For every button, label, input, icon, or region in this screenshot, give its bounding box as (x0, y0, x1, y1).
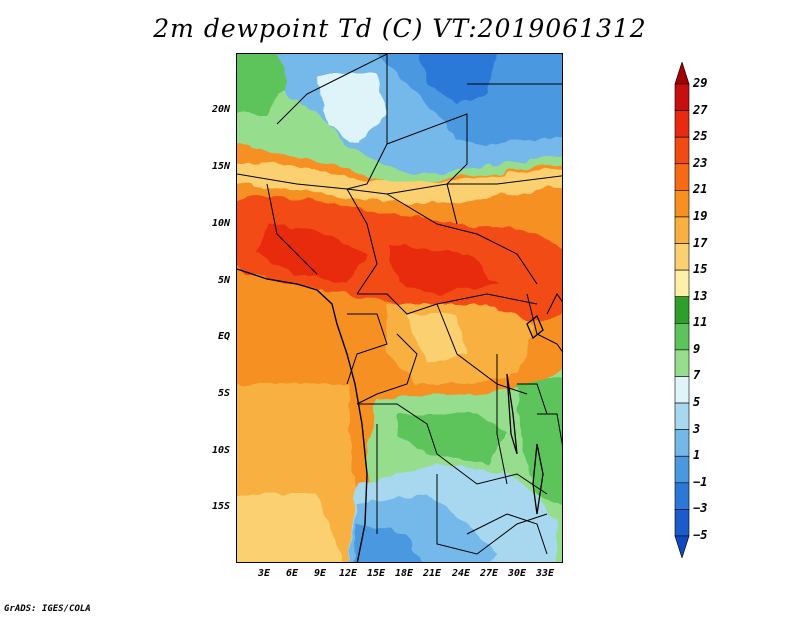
field-sahara-core (419, 54, 495, 104)
lon-label-6e: 6E (285, 568, 299, 579)
lat-label-eq: EQ (217, 331, 230, 342)
field-hot-center (387, 244, 497, 294)
lat-label-10s: 10S (211, 445, 230, 456)
great-lakes (506, 314, 544, 515)
field-west-green (237, 54, 287, 114)
lat-label-5n: 5N (217, 275, 230, 286)
colorbar-level-label: −1 (693, 474, 708, 489)
colorbar (674, 62, 690, 558)
map-title: 2m dewpoint Td (C) VT:2019061312 (153, 14, 647, 43)
field-pale-patch (317, 74, 387, 144)
colorbar-bin (674, 376, 690, 404)
field-hot-west (257, 224, 367, 284)
colorbar-level-label: 27 (693, 102, 708, 117)
field-east-green (517, 375, 562, 507)
colorbar-level-label: 7 (693, 368, 701, 383)
colorbar-level-label: 15 (693, 262, 708, 277)
colorbar-bin (674, 349, 690, 377)
field-congo-pale (407, 314, 467, 364)
lon-label-18e: 18E (394, 568, 414, 579)
map-canvas (237, 54, 562, 562)
colorbar-level-label: 9 (693, 341, 701, 356)
colorbar-level-label: 25 (693, 129, 708, 144)
colorbar-level-label: 29 (693, 76, 708, 90)
lat-label-20n: 20N (211, 104, 230, 115)
lon-label-12e: 12E (338, 568, 358, 579)
colorbar-bin (674, 62, 690, 85)
colorbar-level-label: 13 (693, 288, 708, 303)
lon-label-27e: 27E (479, 568, 499, 579)
colorbar-bin (674, 110, 690, 138)
colorbar-level-label: 1 (693, 448, 701, 463)
country-boundaries (237, 54, 562, 555)
colorbar-bin (674, 482, 690, 510)
lon-label-9e: 9E (313, 568, 327, 579)
colorbar-bin (674, 322, 690, 351)
colorbar-bin (674, 269, 690, 298)
colorbar-bin (674, 163, 690, 191)
lat-label-15s: 15S (211, 501, 230, 512)
colorbar-bin (674, 216, 690, 244)
lon-label-30e: 30E (507, 568, 527, 579)
lon-label-21e: 21E (422, 568, 442, 579)
lat-label-10n: 10N (211, 218, 230, 229)
colorbar-level-label: 5 (693, 395, 701, 410)
colorbar-bin (674, 296, 690, 324)
colorbar-level-label: −3 (693, 501, 708, 516)
field-south-midgreen (397, 414, 507, 464)
colorbar-bin (674, 509, 690, 537)
colorbar-level-label: 3 (693, 421, 701, 436)
field-sw-pale (237, 494, 343, 562)
colorbar-bin (674, 429, 690, 457)
colorbar-level-label: 11 (693, 315, 708, 330)
colorbar-level-label: 23 (693, 155, 708, 170)
lon-label-15e: 15E (366, 568, 386, 579)
colorbar-bin (674, 535, 690, 558)
coastline (237, 268, 368, 562)
colorbar-bin (674, 190, 690, 218)
field-south-deep (353, 524, 421, 562)
grads-credit: GrADS: IGES/COLA (4, 604, 91, 614)
colorbar-bin (674, 83, 690, 111)
lon-label-3e: 3E (257, 568, 271, 579)
colorbar-level-label: 19 (693, 208, 708, 223)
colorbar-bin (674, 136, 690, 165)
lat-label-5s: 5S (217, 388, 230, 399)
colorbar-bin (674, 455, 690, 484)
colorbar-bin (674, 243, 690, 271)
dewpoint-map (236, 53, 563, 563)
lon-label-24e: 24E (451, 568, 471, 579)
colorbar-bin (674, 402, 690, 430)
lat-label-15n: 15N (211, 161, 230, 172)
colorbar-level-label: −5 (693, 528, 708, 542)
colorbar-level-label: 21 (693, 182, 708, 197)
lon-label-33e: 33E (535, 568, 555, 579)
colorbar-level-label: 17 (693, 235, 708, 250)
field-sahel-yellow (237, 162, 562, 204)
